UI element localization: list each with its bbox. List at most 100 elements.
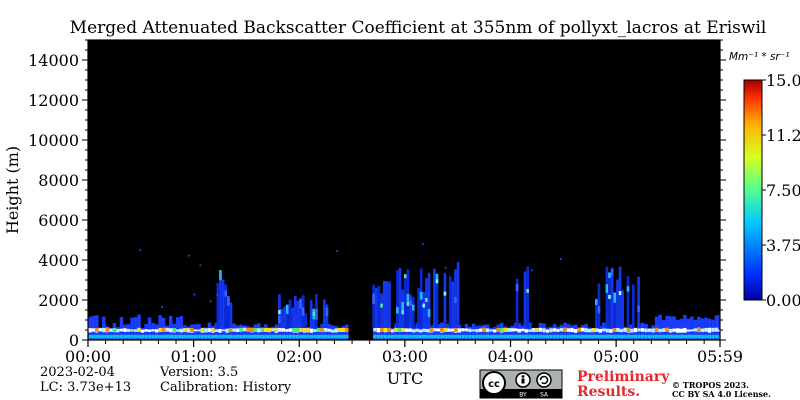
boundary-layer-column xyxy=(309,326,314,340)
near-surface-layer xyxy=(242,334,247,339)
badge-sa-label: SA xyxy=(540,392,549,399)
bl-hotspot xyxy=(172,328,177,332)
near-surface-layer xyxy=(394,334,398,339)
aerosol-column xyxy=(388,281,391,328)
near-surface-layer xyxy=(563,334,567,339)
boundary-layer-column xyxy=(147,317,152,340)
bl-hotspot xyxy=(267,328,272,332)
boundary-layer-column xyxy=(506,327,511,340)
colorbar-tick-label: 0.00 xyxy=(766,291,800,310)
backscatter-data xyxy=(88,243,720,340)
aerosol-bright-streak xyxy=(526,288,529,293)
footer-calibration: Calibration: History xyxy=(160,380,292,395)
bl-hotspot xyxy=(228,328,233,332)
near-surface-layer xyxy=(168,334,173,339)
aerosol-column xyxy=(515,278,519,328)
aerosol-speck xyxy=(193,293,196,296)
y-tick-label: 12000 xyxy=(28,91,79,110)
near-surface-layer xyxy=(327,334,331,339)
near-surface-layer xyxy=(320,334,324,339)
boundary-layer-column xyxy=(137,314,141,340)
boundary-layer-column xyxy=(559,325,564,340)
bl-bright-layer xyxy=(334,328,338,333)
near-surface-layer xyxy=(489,334,493,339)
near-surface-layer xyxy=(633,334,638,339)
boundary-layer-column xyxy=(401,325,405,340)
near-surface-layer xyxy=(506,334,511,339)
near-surface-layer xyxy=(253,334,258,339)
boundary-layer-column xyxy=(221,325,226,340)
bl-hotspot xyxy=(345,328,349,332)
aerosol-streak xyxy=(435,273,439,281)
near-surface-layer xyxy=(292,334,296,339)
aerosol-streak xyxy=(515,283,519,292)
bl-bright-layer xyxy=(524,329,529,333)
near-surface-layer xyxy=(471,334,476,339)
bl-bright-layer xyxy=(140,329,145,333)
bl-hotspot xyxy=(253,328,258,332)
aerosol-column xyxy=(325,304,329,328)
boundary-layer-column xyxy=(531,328,536,340)
near-surface-layer xyxy=(700,334,705,339)
bl-bright-layer xyxy=(545,329,550,333)
near-surface-layer xyxy=(302,334,307,339)
near-surface-layer xyxy=(661,334,666,339)
near-surface-layer xyxy=(397,334,402,339)
near-surface-layer xyxy=(602,334,606,339)
bl-hotspot xyxy=(161,328,166,332)
bl-bright-layer xyxy=(422,328,427,332)
bl-bright-layer xyxy=(640,328,645,332)
near-surface-layer xyxy=(591,334,596,339)
bl-bright-layer xyxy=(102,327,106,333)
aerosol-column xyxy=(448,276,452,328)
near-surface-layer xyxy=(528,334,532,339)
near-surface-layer xyxy=(330,334,335,339)
bl-hotspot xyxy=(183,328,187,332)
bl-bright-layer xyxy=(468,328,472,333)
aerosol-streak xyxy=(626,286,630,292)
bl-bright-layer xyxy=(327,328,331,332)
boundary-layer-column xyxy=(123,324,127,340)
bl-bright-layer xyxy=(587,328,592,333)
boundary-layer-column xyxy=(609,327,613,340)
boundary-layer-column xyxy=(235,325,240,340)
footer-lc: LC: 3.73e+13 xyxy=(40,380,131,395)
preliminary-line: Preliminary xyxy=(577,369,670,385)
boundary-layer-column xyxy=(95,315,99,340)
near-surface-layer xyxy=(130,334,134,339)
boundary-layer-column xyxy=(341,325,346,340)
near-surface-layer xyxy=(200,334,205,339)
bl-bright-layer xyxy=(668,328,673,333)
aerosol-column xyxy=(608,273,611,328)
boundary-layer-column xyxy=(313,326,317,340)
bl-bright-layer xyxy=(521,328,525,332)
boundary-layer-column xyxy=(482,324,486,340)
bl-hotspot xyxy=(292,328,296,332)
near-surface-layer xyxy=(337,334,342,339)
bl-hotspot xyxy=(577,328,581,332)
near-surface-layer xyxy=(285,334,289,339)
x-tick-label: 00:00 xyxy=(65,347,111,366)
near-surface-layer xyxy=(102,334,106,339)
aerosol-column xyxy=(380,293,383,328)
near-surface-layer xyxy=(573,334,578,339)
near-surface-layer xyxy=(408,334,412,339)
boundary-layer-column xyxy=(133,317,138,340)
aerosol-bright-streak xyxy=(618,291,622,296)
aerosol-column xyxy=(299,300,302,328)
boundary-layer-column xyxy=(591,328,596,340)
bl-bright-layer xyxy=(330,329,335,333)
aerosol-column xyxy=(456,262,460,328)
colorbar-tick-label: 3.75 xyxy=(766,236,800,255)
aerosol-column xyxy=(443,272,447,328)
bl-bright-layer xyxy=(528,329,532,332)
near-surface-layer xyxy=(711,334,715,339)
aerosol-column xyxy=(621,290,625,328)
aerosol-column xyxy=(433,268,436,328)
near-surface-layer xyxy=(278,334,282,339)
bl-bright-layer xyxy=(376,327,381,333)
boundary-layer-column xyxy=(647,328,652,340)
near-surface-layer xyxy=(309,334,314,339)
boundary-layer-column xyxy=(577,327,581,340)
near-surface-layer xyxy=(119,334,124,339)
